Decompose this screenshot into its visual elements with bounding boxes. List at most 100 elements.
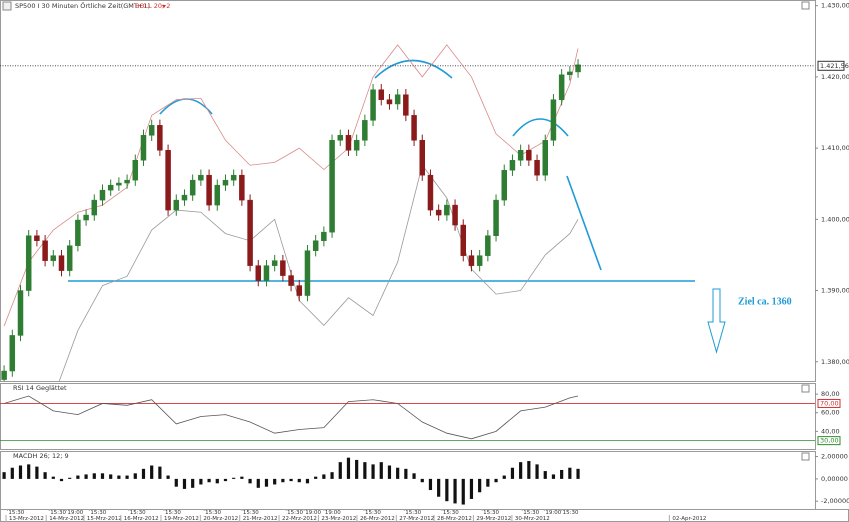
candle-body — [34, 235, 40, 241]
minor-x-tick-label: 15:30 — [287, 510, 303, 516]
candle-body — [460, 224, 467, 256]
macd-bar — [322, 474, 326, 479]
macd-bar — [543, 471, 547, 479]
level-label: 30,00 — [820, 437, 839, 445]
macd-bar — [117, 475, 121, 479]
macd-bar — [461, 478, 465, 505]
macd-bar — [412, 473, 416, 479]
rsi-line — [3, 395, 579, 440]
candle-body — [222, 179, 229, 186]
panel-button[interactable] — [801, 452, 810, 461]
shoulder-arc — [512, 118, 569, 137]
x-tick-label: 14-Mrz-2012 — [49, 516, 84, 522]
last-price-box — [817, 60, 845, 71]
macd-bar — [43, 472, 47, 479]
macd-bar — [133, 473, 137, 479]
minor-x-tick-label: 19:00 — [67, 510, 83, 516]
y-tick-label: 1.410,00 — [821, 144, 849, 152]
candle-body — [296, 285, 303, 296]
candle-body — [58, 255, 65, 271]
candle-body — [50, 255, 57, 261]
candle-body — [353, 140, 360, 151]
macd-bar — [207, 478, 211, 483]
macd-bar — [445, 478, 449, 502]
candle-body — [468, 255, 475, 266]
candle-body — [198, 174, 204, 181]
level-label-box — [817, 398, 841, 408]
candle-body — [370, 89, 376, 121]
macd-title: MACDH 26; 12; 9 — [13, 452, 69, 460]
minor-x-tick-label: 15:30 — [523, 510, 539, 516]
candle-body — [337, 135, 344, 141]
trend-line — [566, 175, 602, 271]
macd-bar — [2, 472, 6, 479]
dropdown-arrow[interactable] — [162, 5, 166, 8]
macd-bar — [174, 478, 178, 487]
price-panel — [0, 0, 816, 382]
overlay-label[interactable]: BOLL 20; 2 — [135, 2, 170, 10]
candle-body — [394, 94, 401, 105]
y-tick-label: 1.420,00 — [821, 73, 849, 81]
minor-x-tick-label: 15:30 — [205, 510, 221, 516]
candle-body — [206, 174, 212, 206]
candle-body — [1, 370, 7, 380]
y-tick-label: 2,00000 — [821, 453, 848, 461]
candle-body — [550, 99, 557, 141]
minor-x-tick-label: 19:00 — [305, 510, 321, 516]
analysis-drawing — [68, 59, 726, 354]
macd-bar — [84, 474, 88, 479]
plot-area — [1, 44, 581, 381]
candle-body — [517, 150, 524, 161]
candle-body — [558, 74, 565, 100]
macd-bar — [191, 478, 195, 488]
minor-x-tick-label: 15:30 — [443, 510, 459, 516]
menu-button[interactable] — [2, 1, 12, 11]
macd-bar — [527, 461, 531, 479]
candle-body — [411, 115, 417, 141]
macd-bar — [92, 473, 96, 479]
candle-body — [17, 290, 24, 336]
x-tick-label: 02-Apr-2012 — [672, 516, 706, 522]
macd-bar — [18, 465, 23, 479]
candle-body — [345, 135, 352, 151]
macd-bar — [576, 468, 580, 479]
macd-bar — [289, 478, 293, 482]
macd-bar — [486, 478, 490, 487]
x-tick-label: 26-Mrz-2012 — [360, 516, 395, 522]
down-arrow — [707, 288, 726, 354]
candle-body — [321, 231, 327, 241]
macd-bar — [338, 462, 342, 479]
candle-body — [255, 265, 262, 281]
minor-x-tick-label: 15:30 — [50, 510, 66, 516]
x-tick-label: 20-Mrz-2012 — [203, 516, 238, 522]
candle-body — [476, 255, 483, 266]
macd-bar — [437, 478, 441, 497]
x-tick-label: 29-Mrz-2012 — [476, 516, 511, 522]
candle-body — [362, 120, 368, 141]
macd-bar — [363, 462, 367, 479]
panel-button[interactable] — [801, 384, 810, 393]
x-tick-label: 15-Mrz-2012 — [87, 516, 122, 522]
candle-body — [312, 240, 319, 251]
x-tick-label: 16-Mrz-2012 — [124, 516, 159, 522]
y-tick-label: 1.390,00 — [821, 287, 849, 295]
macd-bar — [264, 478, 269, 487]
macd-bar — [10, 467, 14, 479]
candle-body — [485, 235, 491, 256]
candle-body — [378, 89, 385, 100]
candle-body — [263, 265, 270, 281]
candle-body — [575, 64, 581, 73]
panel-button[interactable] — [801, 1, 810, 10]
minor-x-tick-label: 19:00 — [545, 510, 561, 516]
candle-body — [444, 204, 450, 216]
minor-x-tick-label: 15:30 — [365, 510, 381, 516]
macd-bar — [420, 478, 424, 483]
candle-body — [288, 275, 294, 286]
macd-bar — [469, 478, 474, 499]
candle-body — [427, 174, 434, 211]
macd-bar — [355, 459, 359, 479]
macd-bar — [330, 472, 334, 479]
candle-body — [181, 194, 188, 201]
macd-bar — [51, 476, 55, 479]
macd-bar — [346, 457, 351, 479]
